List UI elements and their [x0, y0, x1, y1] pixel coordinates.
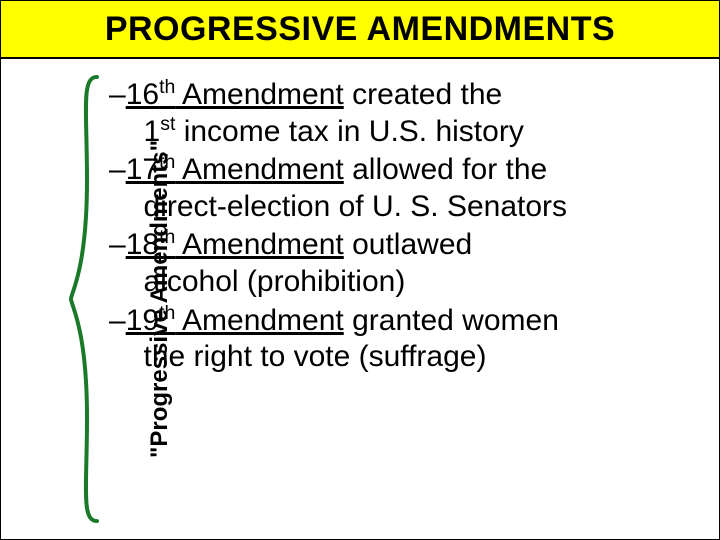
- item-text: outlawed: [344, 228, 472, 261]
- sidebar-label-box: "Progressive Amendments": [1, 59, 319, 539]
- title-text: PROGRESSIVE AMENDMENTS: [105, 10, 615, 49]
- title-bar: PROGRESSIVE AMENDMENTS: [1, 1, 719, 59]
- brace-column: [67, 59, 103, 539]
- sidebar: "Progressive Amendments": [1, 59, 67, 539]
- item-text: allowed for the: [344, 153, 547, 186]
- sidebar-label: "Progressive Amendments": [146, 140, 174, 458]
- curly-brace-icon: [67, 71, 103, 527]
- content-area: "Progressive Amendments" –16th Amendment…: [1, 59, 719, 539]
- item-text: created the: [344, 78, 502, 111]
- item-text: granted women: [344, 304, 559, 337]
